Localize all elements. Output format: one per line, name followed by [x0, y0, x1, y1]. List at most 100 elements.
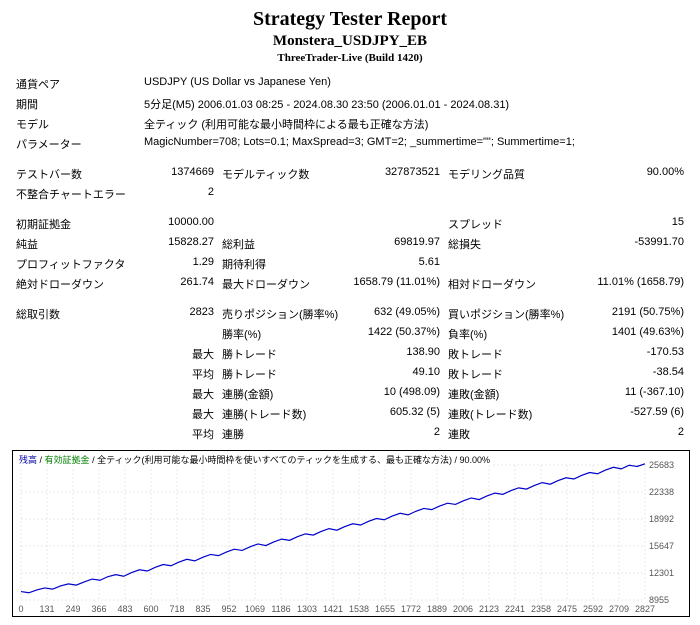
expected-label: 期待利得 [218, 254, 346, 274]
mismatch-label: 不整合チャートエラー [12, 184, 140, 204]
max-prefix-3: 最大 [140, 404, 218, 424]
chart-svg: 2568322338189921564712301895501312493664… [13, 451, 687, 614]
svg-text:22338: 22338 [649, 487, 674, 497]
legend-equity: 有効証拠金 [45, 455, 90, 465]
avgwin-label: 勝トレード [218, 364, 346, 384]
svg-text:2358: 2358 [531, 604, 551, 614]
winrate-value: 1422 (50.37%) [346, 324, 444, 344]
svg-text:1069: 1069 [245, 604, 265, 614]
ticks-value: 327873521 [346, 164, 444, 184]
svg-text:2709: 2709 [609, 604, 629, 614]
consloss-a-label: 連敗(金額) [444, 384, 572, 404]
expected-value: 5.61 [346, 254, 444, 274]
avgconswin-value: 2 [346, 424, 444, 444]
avgconsloss-value: 2 [572, 424, 688, 444]
avgwin-value: 49.10 [346, 364, 444, 384]
svg-text:15647: 15647 [649, 541, 674, 551]
svg-text:1186: 1186 [271, 604, 290, 614]
deposit-value: 10000.00 [140, 214, 218, 234]
chart-legend: 残高 / 有効証拠金 / 全ティック(利用可能な最小時間枠を使いすべてのティック… [17, 453, 492, 466]
avg-prefix-2: 平均 [140, 424, 218, 444]
svg-text:366: 366 [91, 604, 106, 614]
svg-text:1421: 1421 [323, 604, 343, 614]
conswin-a-value: 10 (498.09) [346, 384, 444, 404]
mismatch-value: 2 [140, 184, 218, 204]
period-label: 期間 [12, 94, 140, 114]
max-prefix-2: 最大 [140, 384, 218, 404]
report-header: Strategy Tester Report Monstera_USDJPY_E… [12, 8, 688, 64]
loserate-value: 1401 (49.63%) [572, 324, 688, 344]
grossloss-value: -53991.70 [572, 234, 688, 254]
avgloss-value: -38.54 [572, 364, 688, 384]
maxwin-label: 勝トレード [218, 344, 346, 364]
svg-text:2006: 2006 [453, 604, 473, 614]
svg-text:952: 952 [221, 604, 236, 614]
reldd-label: 相対ドローダウン [444, 274, 572, 294]
absdd-value: 261.74 [140, 274, 218, 294]
consloss-t-label: 連敗(トレード数) [444, 404, 572, 424]
svg-text:2241: 2241 [505, 604, 525, 614]
pf-value: 1.29 [140, 254, 218, 274]
report-build: ThreeTrader-Live (Build 1420) [12, 52, 688, 64]
model-value: 全ティック (利用可能な最小時間枠による最も正確な方法) [140, 114, 688, 134]
avgconswin-label: 連勝 [218, 424, 346, 444]
svg-text:249: 249 [65, 604, 80, 614]
totaltrades-label: 総取引数 [12, 304, 140, 324]
svg-text:131: 131 [39, 604, 54, 614]
avgloss-label: 敗トレード [444, 364, 572, 384]
maxdd-value: 1658.79 (11.01%) [346, 274, 444, 294]
reldd-value: 11.01% (1658.79) [572, 274, 688, 294]
bars-value: 1374669 [140, 164, 218, 184]
report-title: Strategy Tester Report [12, 8, 688, 31]
bars-label: テストバー数 [12, 164, 140, 184]
maxwin-value: 138.90 [346, 344, 444, 364]
svg-text:2592: 2592 [583, 604, 603, 614]
svg-text:0: 0 [18, 604, 23, 614]
deposit-label: 初期証拠金 [12, 214, 140, 234]
model-label: モデル [12, 114, 140, 134]
conswin-a-label: 連勝(金額) [218, 384, 346, 404]
legend-balance: 残高 [19, 455, 37, 465]
absdd-label: 絶対ドローダウン [12, 274, 140, 294]
svg-text:18992: 18992 [649, 514, 674, 524]
pair-value: USDJPY (US Dollar vs Japanese Yen) [140, 74, 688, 94]
equity-chart: 残高 / 有効証拠金 / 全ティック(利用可能な最小時間枠を使いすべてのティック… [12, 450, 690, 617]
avg-prefix-1: 平均 [140, 364, 218, 384]
loserate-label: 負率(%) [444, 324, 572, 344]
winrate-label: 勝率(%) [218, 324, 346, 344]
short-value: 632 (49.05%) [346, 304, 444, 324]
maxloss-label: 敗トレード [444, 344, 572, 364]
spread-label: スプレッド [444, 214, 572, 234]
svg-text:2123: 2123 [479, 604, 499, 614]
svg-text:12301: 12301 [649, 568, 674, 578]
svg-text:1655: 1655 [375, 604, 395, 614]
maxdd-label: 最大ドローダウン [218, 274, 346, 294]
max-prefix-1: 最大 [140, 344, 218, 364]
totaltrades-value: 2823 [140, 304, 218, 324]
svg-text:1889: 1889 [427, 604, 447, 614]
svg-text:1538: 1538 [349, 604, 369, 614]
conswin-t-value: 605.32 (5) [346, 404, 444, 424]
grossprofit-label: 総利益 [218, 234, 346, 254]
consloss-a-value: 11 (-367.10) [572, 384, 688, 404]
consloss-t-value: -527.59 (6) [572, 404, 688, 424]
quality-value: 90.00% [572, 164, 688, 184]
short-label: 売りポジション(勝率%) [218, 304, 346, 324]
pf-label: プロフィットファクタ [12, 254, 140, 274]
svg-text:600: 600 [143, 604, 158, 614]
avgconsloss-label: 連敗 [444, 424, 572, 444]
svg-text:718: 718 [169, 604, 184, 614]
svg-text:1772: 1772 [401, 604, 421, 614]
spread-value: 15 [572, 214, 688, 234]
svg-text:25683: 25683 [649, 460, 674, 470]
svg-text:483: 483 [117, 604, 132, 614]
report-subtitle: Monstera_USDJPY_EB [12, 33, 688, 50]
quality-label: モデリング品質 [444, 164, 572, 184]
svg-text:835: 835 [195, 604, 210, 614]
netprofit-label: 純益 [12, 234, 140, 254]
svg-text:2827: 2827 [635, 604, 655, 614]
grossloss-label: 総損失 [444, 234, 572, 254]
legend-text: / 全ティック(利用可能な最小時間枠を使いすべてのティックを生成する、最も正確な… [92, 455, 490, 465]
netprofit-value: 15828.27 [140, 234, 218, 254]
pair-label: 通貨ペア [12, 74, 140, 94]
